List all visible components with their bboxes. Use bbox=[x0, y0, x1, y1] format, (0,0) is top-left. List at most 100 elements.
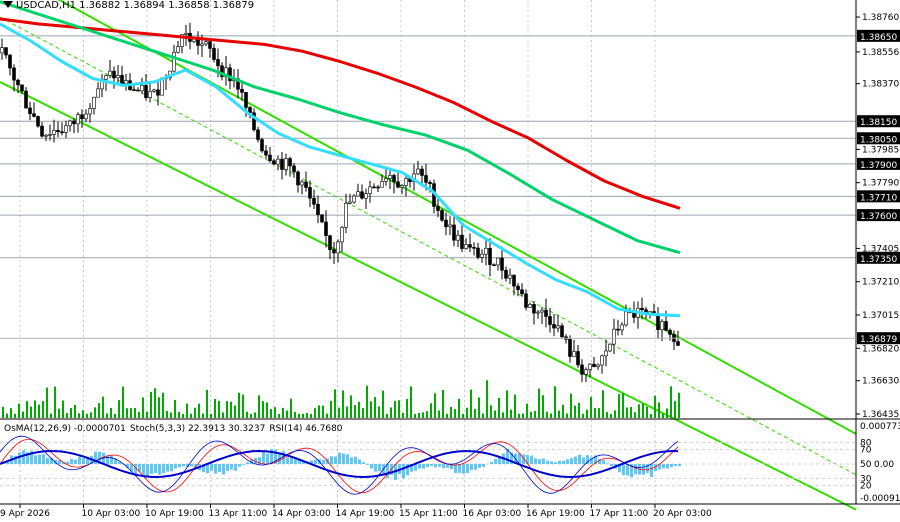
volume-bar bbox=[134, 407, 136, 418]
osc-zero-label: 0.00 bbox=[874, 460, 894, 470]
osc-scale-label: -0.000916 bbox=[860, 494, 900, 504]
osma-bar bbox=[162, 464, 165, 474]
candle-body bbox=[256, 129, 260, 140]
price-tick-label: 1.38370 bbox=[862, 80, 899, 90]
osma-bar bbox=[410, 464, 413, 472]
osma-bar bbox=[38, 454, 41, 464]
osma-bar bbox=[438, 464, 441, 467]
volume-bar bbox=[582, 413, 584, 418]
volume-bar bbox=[62, 400, 64, 418]
volume-bar bbox=[26, 401, 28, 418]
volume-bar bbox=[310, 413, 312, 418]
candle-body bbox=[308, 187, 312, 199]
price-tick-label: 1.36820 bbox=[862, 344, 899, 354]
candle-body bbox=[200, 43, 204, 46]
candle-body bbox=[136, 89, 140, 92]
candle-body bbox=[4, 47, 8, 56]
price-tick-label: 1.37790 bbox=[862, 179, 899, 189]
volume-bar bbox=[502, 412, 504, 418]
osma-bar bbox=[134, 464, 137, 475]
candle-body bbox=[96, 88, 100, 98]
volume-bar bbox=[594, 407, 596, 418]
osma-bar bbox=[50, 457, 53, 464]
volume-bar bbox=[194, 407, 196, 418]
candle-body bbox=[592, 363, 596, 368]
candle-body bbox=[292, 165, 296, 173]
candle-body bbox=[92, 96, 96, 109]
candle-body bbox=[496, 257, 500, 266]
volume-bar bbox=[38, 404, 40, 418]
candle-body bbox=[80, 114, 84, 120]
price-tick-label: 1.38760 bbox=[862, 13, 899, 23]
candle-body bbox=[424, 175, 428, 183]
candle-body bbox=[480, 253, 484, 258]
osma-bar bbox=[78, 456, 81, 464]
candle-body bbox=[172, 51, 176, 72]
volume-bar bbox=[170, 412, 172, 418]
osma-bar bbox=[222, 464, 225, 475]
osc-scale-label: 70 bbox=[860, 446, 872, 456]
osma-bar bbox=[274, 449, 277, 464]
volume-bar bbox=[266, 402, 268, 418]
osma-bar bbox=[218, 464, 221, 473]
volume-bar bbox=[654, 395, 656, 418]
volume-bar bbox=[126, 408, 128, 418]
osma-bar bbox=[458, 464, 461, 473]
volume-bar bbox=[666, 408, 668, 418]
candle-body bbox=[428, 182, 432, 184]
osma-bar bbox=[630, 464, 633, 478]
volume-bar bbox=[530, 411, 532, 418]
volume-bar bbox=[418, 412, 420, 418]
candle-body bbox=[556, 325, 560, 329]
time-tick-label: 14 Apr 19:00 bbox=[336, 509, 395, 519]
volume-bar bbox=[66, 413, 68, 418]
volume-bar bbox=[30, 406, 32, 418]
volume-bar bbox=[10, 408, 12, 418]
osma-bar bbox=[422, 464, 425, 469]
candle-body bbox=[524, 293, 528, 308]
volume-bars bbox=[2, 380, 680, 418]
osma-bar bbox=[370, 464, 373, 469]
time-tick-label: 10 Apr 19:00 bbox=[145, 509, 204, 519]
time-tick-label: 20 Apr 03:00 bbox=[653, 509, 712, 519]
osma-bar bbox=[498, 457, 501, 464]
candle-body bbox=[544, 309, 548, 317]
volume-bar bbox=[586, 409, 588, 418]
candle-body bbox=[248, 107, 252, 114]
volume-bar bbox=[482, 413, 484, 418]
osma-bar bbox=[278, 452, 281, 464]
volume-bar bbox=[570, 393, 572, 418]
osma-bar bbox=[662, 464, 665, 469]
chart-header: USDCAD,H1 1.36882 1.36894 1.36858 1.3687… bbox=[0, 0, 254, 14]
osma-bar bbox=[506, 448, 509, 464]
osma-bar bbox=[538, 459, 541, 464]
osma-bar bbox=[666, 464, 669, 469]
volume-bar bbox=[254, 412, 256, 418]
osma-bar bbox=[574, 456, 577, 464]
osma-bar bbox=[106, 455, 109, 464]
candle-body bbox=[276, 158, 280, 165]
collapse-triangle-icon[interactable] bbox=[3, 1, 13, 8]
volume-bar bbox=[58, 408, 60, 418]
candle-body bbox=[596, 364, 600, 368]
volume-bar bbox=[246, 411, 248, 418]
osma-bar bbox=[490, 461, 493, 464]
volume-bar bbox=[410, 386, 412, 418]
candle-body bbox=[316, 203, 320, 215]
candle-body bbox=[508, 274, 512, 279]
volume-bar bbox=[338, 407, 340, 418]
osma-bar bbox=[546, 460, 549, 464]
volume-bar bbox=[590, 396, 592, 418]
level-label: 1.37900 bbox=[860, 161, 897, 171]
volume-bar bbox=[378, 406, 380, 418]
candle-body bbox=[468, 244, 472, 248]
volume-bar bbox=[290, 398, 292, 418]
osma-bar bbox=[598, 458, 601, 464]
volume-bar bbox=[222, 412, 224, 418]
volume-bar bbox=[278, 413, 280, 418]
candle-body bbox=[484, 247, 488, 255]
volume-bar bbox=[302, 413, 304, 418]
volume-bar bbox=[574, 405, 576, 418]
candle-body bbox=[144, 85, 148, 98]
osma-bar bbox=[466, 464, 469, 474]
